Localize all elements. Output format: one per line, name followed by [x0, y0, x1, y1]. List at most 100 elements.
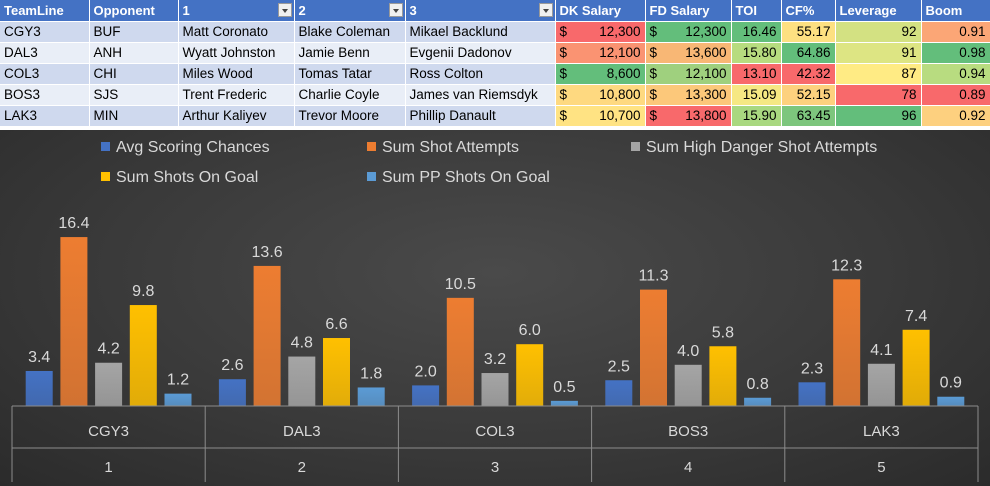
cell-cf-pct[interactable]: 42.32: [781, 63, 836, 85]
cell-boom[interactable]: 0.98: [921, 42, 990, 64]
salary-value: 12,300: [599, 24, 641, 39]
cell-teamline[interactable]: CGY3: [0, 21, 90, 43]
cell-player-3[interactable]: Ross Colton: [405, 63, 556, 85]
cell-boom[interactable]: 0.94: [921, 63, 990, 85]
cell-dk-salary[interactable]: $12,100: [555, 42, 646, 64]
cell-toi[interactable]: 15.09: [731, 84, 782, 106]
cell-cf-pct[interactable]: 52.15: [781, 84, 836, 106]
col-header-boom[interactable]: Boom: [921, 0, 990, 22]
filter-dropdown-icon[interactable]: [538, 3, 553, 17]
cell-player-1[interactable]: Arthur Kaliyev: [178, 105, 295, 127]
data-label: 7.4: [905, 308, 927, 325]
col-header-player-2[interactable]: 2: [294, 0, 406, 22]
cell-leverage[interactable]: 96: [835, 105, 922, 127]
cell-fd-salary[interactable]: $13,600: [645, 42, 732, 64]
cell-toi[interactable]: 13.10: [731, 63, 782, 85]
col-header-cf-pct[interactable]: CF%: [781, 0, 836, 22]
cell-cf-pct[interactable]: 64.86: [781, 42, 836, 64]
col-header-dk-salary[interactable]: DK Salary: [555, 0, 646, 22]
cell-dk-salary[interactable]: $12,300: [555, 21, 646, 43]
cell-toi[interactable]: 15.90: [731, 105, 782, 127]
legend-label: Avg Scoring Chances: [116, 139, 270, 156]
cell-teamline[interactable]: COL3: [0, 63, 90, 85]
cell-leverage[interactable]: 91: [835, 42, 922, 64]
cell-player-2[interactable]: Charlie Coyle: [294, 84, 406, 106]
cell-teamline[interactable]: BOS3: [0, 84, 90, 106]
filter-dropdown-icon[interactable]: [277, 3, 292, 17]
cell-leverage[interactable]: 92: [835, 21, 922, 43]
legend-label: Sum Shot Attempts: [382, 139, 519, 156]
cell-fd-salary[interactable]: $12,100: [645, 63, 732, 85]
cell-boom[interactable]: 0.91: [921, 21, 990, 43]
col-header-player-3[interactable]: 3: [405, 0, 556, 22]
cell-dk-salary[interactable]: $10,800: [555, 84, 646, 106]
salary-value: 13,300: [685, 87, 727, 102]
legend-swatch: [101, 172, 110, 181]
bar: [412, 385, 440, 406]
category-label: BOS3: [668, 423, 708, 440]
cell-player-1[interactable]: Miles Wood: [178, 63, 295, 85]
cell-player-1[interactable]: Trent Frederic: [178, 84, 295, 106]
bar: [95, 362, 123, 406]
cell-fd-salary[interactable]: $13,300: [645, 84, 732, 106]
col-header-opponent[interactable]: Opponent: [89, 0, 179, 22]
bar: [744, 397, 772, 406]
data-label: 11.3: [639, 268, 669, 285]
cell-player-3[interactable]: Mikael Backlund: [405, 21, 556, 43]
cell-cf-pct[interactable]: 55.17: [781, 21, 836, 43]
cell-player-3[interactable]: Evgenii Dadonov: [405, 42, 556, 64]
filter-dropdown-icon[interactable]: [388, 3, 403, 17]
col-header-leverage[interactable]: Leverage: [835, 0, 922, 22]
cell-dk-salary[interactable]: $8,600: [555, 63, 646, 85]
table-row: CGY3 BUF Matt Coronato Blake Coleman Mikael …: [0, 21, 990, 43]
bar: [253, 265, 281, 406]
cell-leverage[interactable]: 87: [835, 63, 922, 85]
cell-player-2[interactable]: Blake Coleman: [294, 21, 406, 43]
cell-boom[interactable]: 0.89: [921, 84, 990, 106]
category-label: LAK3: [863, 423, 900, 440]
cell-teamline[interactable]: DAL3: [0, 42, 90, 64]
cell-leverage[interactable]: 78: [835, 84, 922, 106]
bar: [481, 373, 509, 406]
col-header-teamline[interactable]: TeamLine: [0, 0, 90, 22]
cell-player-1[interactable]: Wyatt Johnston: [178, 42, 295, 64]
cell-player-3[interactable]: Phillip Danault: [405, 105, 556, 127]
cell-player-1[interactable]: Matt Coronato: [178, 21, 295, 43]
cell-teamline[interactable]: LAK3: [0, 105, 90, 127]
cell-fd-salary[interactable]: $13,800: [645, 105, 732, 127]
cell-opponent[interactable]: MIN: [89, 105, 179, 127]
cell-player-2[interactable]: Jamie Benn: [294, 42, 406, 64]
cell-opponent[interactable]: ANH: [89, 42, 179, 64]
cell-toi[interactable]: 15.80: [731, 42, 782, 64]
col-header-fd-salary[interactable]: FD Salary: [645, 0, 732, 22]
cell-fd-salary[interactable]: $12,300: [645, 21, 732, 43]
cell-dk-salary[interactable]: $10,700: [555, 105, 646, 127]
col-header-player-1[interactable]: 1: [178, 0, 295, 22]
team-lines-table: TeamLine Opponent 1 2 3 DK Salary FD Sal…: [0, 0, 990, 127]
data-label: 3.2: [484, 351, 506, 368]
bar: [129, 305, 157, 406]
bar: [218, 379, 246, 406]
data-label: 2.6: [221, 357, 243, 374]
data-label: 6.6: [325, 316, 347, 333]
salary-value: 10,800: [599, 87, 641, 102]
cell-player-3[interactable]: James van Riemsdyk: [405, 84, 556, 106]
data-label: 0.8: [746, 376, 768, 393]
cell-player-2[interactable]: Trevor Moore: [294, 105, 406, 127]
data-label: 4.2: [97, 341, 119, 358]
data-label: 2.3: [801, 360, 823, 377]
cell-player-2[interactable]: Tomas Tatar: [294, 63, 406, 85]
table-row: LAK3 MIN Arthur Kaliyev Trevor Moore Phillip…: [0, 105, 990, 127]
col-header-toi[interactable]: TOI: [731, 0, 782, 22]
data-label: 4.0: [677, 343, 699, 360]
cell-opponent[interactable]: BUF: [89, 21, 179, 43]
cell-boom[interactable]: 0.92: [921, 105, 990, 127]
cell-toi[interactable]: 16.46: [731, 21, 782, 43]
legend-label: Sum Shots On Goal: [116, 169, 258, 186]
cell-opponent[interactable]: SJS: [89, 84, 179, 106]
legend-swatch: [631, 142, 640, 151]
data-label: 9.8: [132, 283, 154, 300]
salary-value: 12,300: [685, 24, 727, 39]
cell-opponent[interactable]: CHI: [89, 63, 179, 85]
cell-cf-pct[interactable]: 63.45: [781, 105, 836, 127]
